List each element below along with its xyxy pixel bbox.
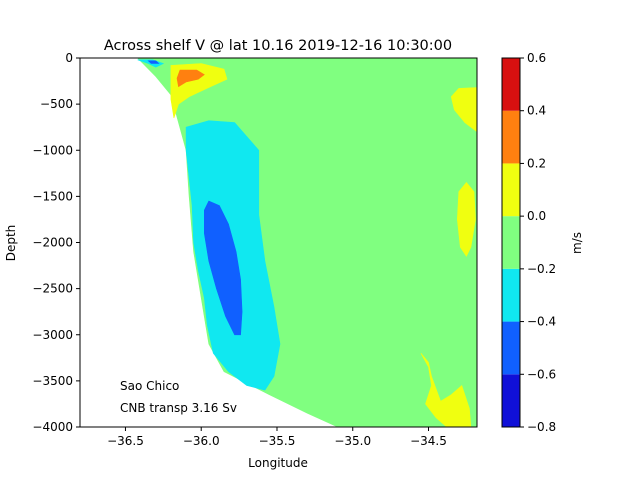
colorbar-segment: [502, 58, 520, 111]
x-tick-label: −36.0: [183, 434, 220, 448]
contour-region-7: [176, 69, 205, 88]
colorbar-frame: [501, 57, 521, 428]
chart-title: Across shelf V @ lat 10.16 2019-12-16 10…: [104, 38, 452, 54]
x-axis-label: Longitude: [248, 456, 308, 470]
contour-region-5: [456, 182, 476, 257]
x-tick-label: −35.0: [334, 434, 371, 448]
colorbar-label: m/s: [570, 232, 584, 254]
y-tick-label: 0: [65, 51, 73, 65]
colorbar-segment: [502, 268, 520, 322]
annotation-site: Sao Chico: [120, 379, 179, 393]
x-tick-label: −34.5: [410, 434, 447, 448]
colorbar-tick-label: 0.2: [527, 156, 546, 170]
colorbar-tick-label: −0.4: [527, 315, 556, 329]
colorbar-tick-label: 0.6: [527, 51, 546, 65]
colorbar-tick-label: 0.4: [527, 104, 546, 118]
y-tick-label: −1500: [32, 189, 73, 203]
colorbar-segment: [502, 321, 520, 375]
colorbar-segment: [502, 163, 520, 217]
colorbar-segment: [502, 216, 520, 269]
plot-area: [79, 57, 478, 428]
x-tick-label: −36.5: [107, 434, 144, 448]
x-axis: −36.5 −36.0 −35.5 −35.0 −34.5: [107, 427, 447, 448]
contour-regions: [136, 57, 478, 428]
colorbar-tick-label: −0.8: [527, 420, 556, 434]
colorbar: −0.8 −0.6 −0.4 −0.2 0.0 0.2 0.4 0.6: [501, 51, 556, 434]
y-axis: 0 −500 −1000 −1500 −2000 −2500 −3000 −3500 −4000: [32, 51, 80, 434]
colorbar-segment: [502, 374, 520, 427]
colorbar-segment: [502, 110, 520, 164]
y-tick-label: −2000: [32, 236, 73, 250]
colorbar-tick-label: −0.6: [527, 367, 556, 381]
annotation-transport: CNB transp 3.16 Sv: [120, 401, 237, 415]
colorbar-tick-label: −0.2: [527, 262, 556, 276]
contour-region-6: [420, 353, 472, 428]
y-tick-label: −1000: [32, 143, 73, 157]
y-tick-label: −2500: [32, 282, 73, 296]
y-tick-label: −3000: [32, 328, 73, 342]
contour-region-2: [204, 200, 243, 336]
y-tick-label: −4000: [32, 420, 73, 434]
contour-region-9: [147, 60, 160, 64]
y-tick-label: −3500: [32, 374, 73, 388]
x-tick-label: −35.5: [259, 434, 296, 448]
colorbar-tick-label: 0.0: [527, 209, 546, 223]
y-axis-label: Depth: [4, 225, 18, 262]
y-tick-label: −500: [40, 97, 73, 111]
